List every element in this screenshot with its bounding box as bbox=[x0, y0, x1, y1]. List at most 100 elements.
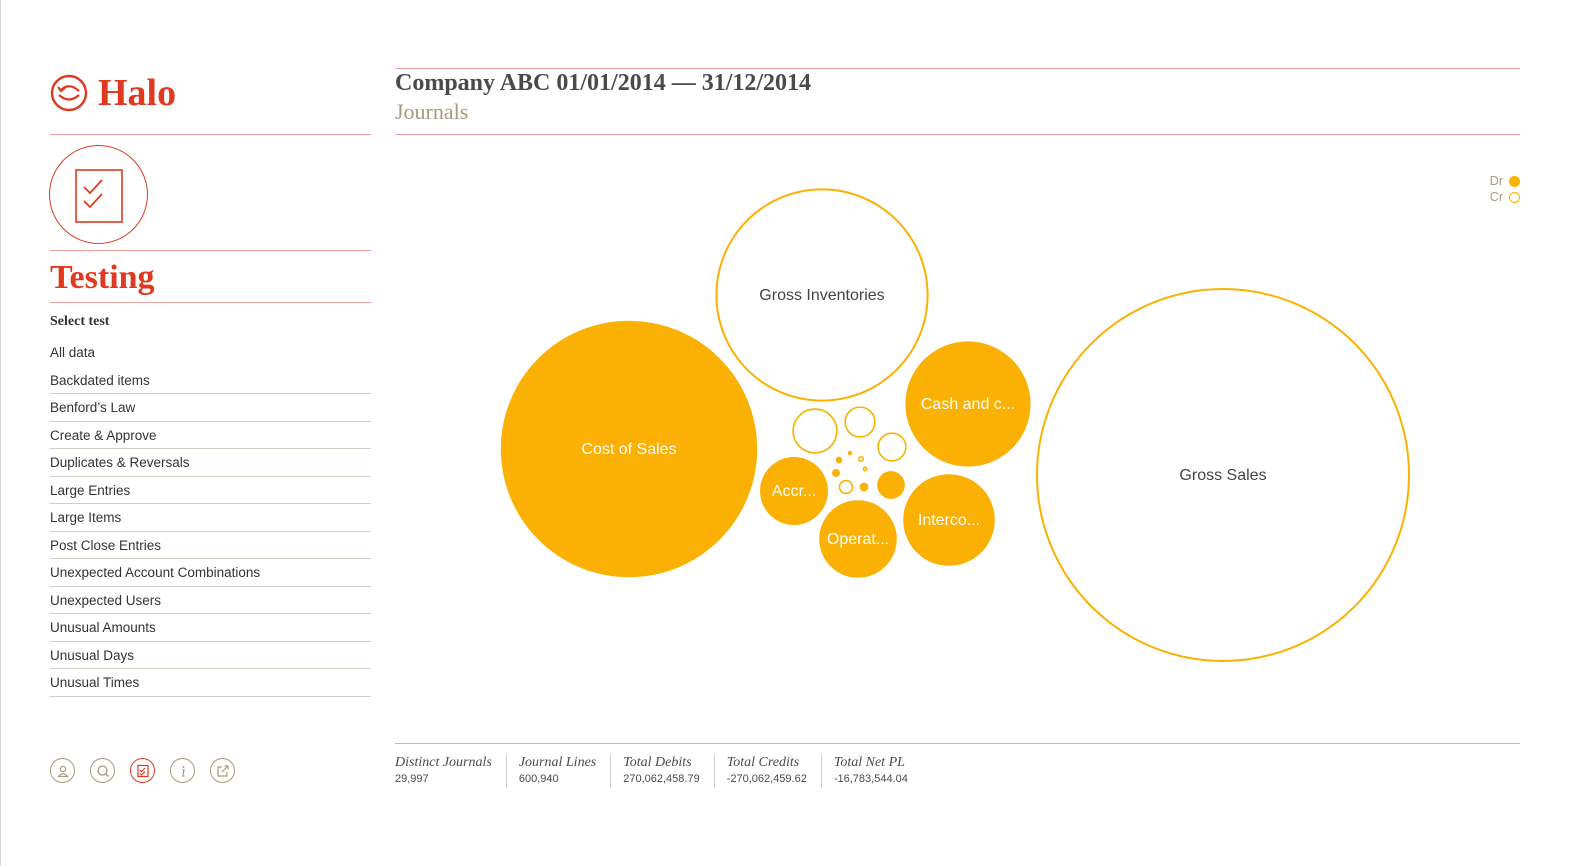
bubble-label: Accr... bbox=[772, 483, 816, 500]
test-item[interactable]: Create & Approve bbox=[50, 422, 371, 449]
divider bbox=[395, 134, 1520, 135]
halo-logo-icon bbox=[50, 74, 88, 112]
legend-label: Cr bbox=[1489, 190, 1503, 204]
stat-label: Total Debits bbox=[623, 755, 692, 770]
stat-block: Journal Lines 600,940 bbox=[518, 754, 612, 788]
testing-icon[interactable] bbox=[130, 758, 155, 783]
bubble[interactable]: Accr... bbox=[760, 457, 828, 525]
bubble-circle[interactable] bbox=[838, 479, 854, 495]
window-edge bbox=[0, 0, 1, 866]
divider bbox=[395, 68, 1520, 69]
bubble-circle[interactable] bbox=[877, 471, 905, 499]
test-item[interactable]: Backdated items bbox=[50, 367, 371, 394]
test-item[interactable]: Post Close Entries bbox=[50, 532, 371, 559]
bubble-label: Gross Sales bbox=[1179, 467, 1266, 484]
test-item[interactable]: Large Items bbox=[50, 504, 371, 532]
bubble-circle[interactable] bbox=[877, 432, 907, 462]
bubble[interactable] bbox=[835, 456, 843, 464]
divider bbox=[395, 743, 1520, 744]
bubble-circle[interactable] bbox=[903, 474, 995, 566]
stat-block: Total Credits -270,062,459.62 bbox=[727, 754, 822, 788]
bubble-circle[interactable] bbox=[859, 482, 869, 492]
bubble[interactable] bbox=[857, 455, 865, 463]
external-link-icon[interactable] bbox=[210, 758, 235, 783]
test-item[interactable]: Unusual Times bbox=[50, 669, 371, 697]
bubble-circle[interactable] bbox=[905, 341, 1031, 467]
brand-name: Halo bbox=[98, 72, 177, 114]
bubble-label: Cash and c... bbox=[921, 396, 1015, 413]
chart-legend: Dr Cr bbox=[1480, 173, 1520, 205]
bubble-circle[interactable] bbox=[1036, 288, 1410, 662]
divider bbox=[50, 250, 371, 251]
section-title: Testing bbox=[50, 259, 155, 296]
bubble-circle[interactable] bbox=[500, 320, 758, 578]
bubble[interactable]: Cost of Sales bbox=[500, 320, 758, 578]
bubble-circle[interactable] bbox=[792, 408, 838, 454]
bubble[interactable] bbox=[877, 471, 905, 499]
stat-label: Total Net PL bbox=[833, 755, 905, 770]
bubble-label: Interco... bbox=[918, 512, 980, 529]
divider bbox=[50, 302, 371, 303]
brand-logo[interactable]: Halo bbox=[50, 74, 176, 112]
test-item[interactable]: Unusual Days bbox=[50, 642, 371, 669]
stat-label: Total Credits bbox=[726, 755, 800, 770]
bubble[interactable] bbox=[877, 432, 907, 462]
test-item[interactable]: All data bbox=[50, 345, 96, 360]
bubble-label: Cost of Sales bbox=[581, 441, 676, 458]
stat-value: 270,062,458.79 bbox=[623, 773, 700, 785]
bubble-circle[interactable] bbox=[857, 455, 865, 463]
bubble-circle[interactable] bbox=[847, 450, 853, 456]
stat-label: Journal Lines bbox=[518, 755, 597, 770]
bubble[interactable]: Operat... bbox=[819, 500, 897, 578]
bubble[interactable] bbox=[792, 408, 838, 454]
bubble[interactable] bbox=[862, 466, 868, 472]
divider bbox=[50, 134, 371, 135]
bubble[interactable] bbox=[838, 479, 854, 495]
legend-item: Cr bbox=[1480, 189, 1520, 205]
testing-badge bbox=[49, 145, 148, 244]
legend-swatch bbox=[1509, 175, 1520, 187]
stat-value: 600,940 bbox=[518, 773, 559, 785]
bubble-label: Gross Inventories bbox=[759, 287, 884, 304]
bubble-circle[interactable] bbox=[715, 188, 929, 402]
search-icon[interactable] bbox=[90, 758, 115, 783]
stat-value: -16,783,544.04 bbox=[833, 773, 908, 785]
summary-stats: Distinct Journals 29,997 Journal Lines 600,… bbox=[395, 754, 934, 788]
footer-toolbar bbox=[50, 758, 250, 783]
bubble-circle[interactable] bbox=[862, 466, 868, 472]
stat-block: Total Debits 270,062,458.79 bbox=[623, 754, 715, 788]
page-subtitle: Journals bbox=[395, 99, 469, 124]
test-item[interactable]: Unusual Amounts bbox=[50, 614, 371, 642]
bubble-circle[interactable] bbox=[832, 469, 840, 477]
bubble[interactable]: Cash and c... bbox=[905, 341, 1031, 467]
bubble[interactable] bbox=[844, 406, 876, 438]
test-item[interactable]: Benford’s Law bbox=[50, 394, 371, 422]
bubble[interactable] bbox=[847, 450, 853, 456]
test-item[interactable]: Unexpected Account Combinations bbox=[50, 559, 371, 587]
bubble-circle[interactable] bbox=[835, 456, 843, 464]
bubble[interactable]: Gross Inventories bbox=[715, 188, 929, 402]
legend-label: Dr bbox=[1489, 174, 1503, 188]
legend-swatch bbox=[1509, 191, 1520, 203]
select-test-label: Select test bbox=[50, 314, 110, 329]
bubble[interactable] bbox=[859, 482, 869, 492]
bubble-circle[interactable] bbox=[819, 500, 897, 578]
stat-value: 29,997 bbox=[395, 773, 429, 785]
stat-block: Distinct Journals 29,997 bbox=[395, 754, 507, 788]
stat-value: -270,062,459.62 bbox=[726, 773, 807, 785]
test-item[interactable]: Large Entries bbox=[50, 477, 371, 504]
test-item[interactable]: Unexpected Users bbox=[50, 587, 371, 614]
legend-item: Dr bbox=[1480, 173, 1520, 189]
page-title: Company ABC 01/01/2014 — 31/12/2014 bbox=[395, 70, 812, 96]
user-icon[interactable] bbox=[50, 758, 75, 783]
test-item[interactable]: Duplicates & Reversals bbox=[50, 449, 371, 477]
bubble[interactable] bbox=[832, 469, 840, 477]
bubble[interactable]: Interco... bbox=[903, 474, 995, 566]
bubble-circle[interactable] bbox=[760, 457, 828, 525]
bubble-circle[interactable] bbox=[844, 406, 876, 438]
info-icon[interactable] bbox=[170, 758, 195, 783]
checklist-icon bbox=[75, 169, 123, 223]
bubble[interactable]: Gross Sales bbox=[1036, 288, 1410, 662]
bubble-label: Operat... bbox=[827, 531, 889, 548]
test-list: All data Backdated items Benford’s Law Crea… bbox=[50, 339, 371, 697]
